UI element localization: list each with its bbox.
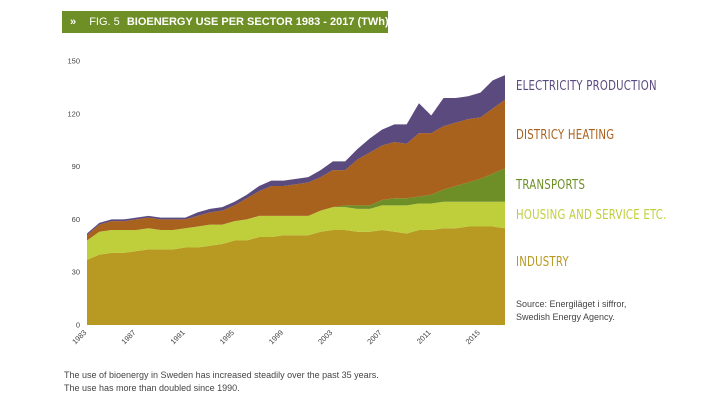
x-tick-label: 1991 <box>169 328 187 346</box>
legend-label-transports: TRANSPORTS <box>516 178 586 193</box>
legend-label-housing-and-service: HOUSING AND SERVICE ETC. <box>516 208 667 223</box>
figure-title: BIOENERGY USE PER SECTOR 1983 - 2017 (TW… <box>126 16 389 28</box>
x-tick-label: 2015 <box>464 328 482 346</box>
legend-label-industry: INDUSTRY <box>516 255 569 270</box>
y-tick-label: 90 <box>72 162 80 171</box>
caption-line-2: The use has more than doubled since 1990… <box>64 383 240 393</box>
x-tick-label: 2011 <box>415 328 433 346</box>
x-tick-label: 1987 <box>119 328 137 346</box>
x-tick-label: 1983 <box>70 328 88 346</box>
x-tick-label: 1999 <box>267 328 285 346</box>
figure-number: FIG. 5 <box>89 16 120 28</box>
y-tick-label: 120 <box>67 109 80 118</box>
y-tick-label: 30 <box>72 268 80 277</box>
source-line-1: Source: Energiläget i siffror, <box>516 299 627 309</box>
source-note: Source: Energiläget i siffror, Swedish E… <box>516 298 626 324</box>
y-tick-label: 150 <box>67 57 80 66</box>
area-electricity-production <box>87 75 505 236</box>
caption: The use of bioenergy in Sweden has incre… <box>64 369 379 395</box>
figure-title-bar: » FIG. 5 BIOENERGY USE PER SECTOR 1983 -… <box>62 11 389 33</box>
y-tick-label: 60 <box>72 215 80 224</box>
legend-label-districy-heating: DISTRICY HEATING <box>516 128 615 143</box>
x-tick-label: 2003 <box>316 328 334 346</box>
source-line-2: Swedish Energy Agency. <box>516 312 615 322</box>
x-tick-label: 2007 <box>365 328 383 346</box>
chevron-icon: » <box>70 16 77 28</box>
caption-line-1: The use of bioenergy in Sweden has incre… <box>64 370 379 380</box>
area-districy-heating <box>87 99 505 241</box>
area-housing-and-service-etc <box>87 201 505 260</box>
area-industry <box>87 226 505 325</box>
legend-label-electricity-production: ELECTRICITY PRODUCTION <box>516 79 657 94</box>
x-tick-label: 1995 <box>218 328 236 346</box>
y-tick-label: 0 <box>76 321 80 330</box>
